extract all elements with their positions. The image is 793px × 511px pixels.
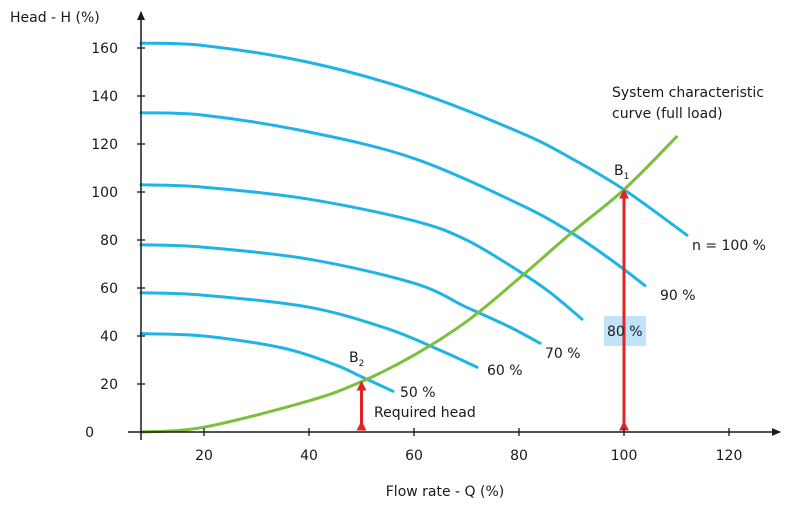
point-b1-subscript: 1 — [624, 172, 630, 182]
x-tick-label: 40 — [300, 448, 318, 464]
x-tick-label: 80 — [510, 448, 528, 464]
required-head-label: Required head — [374, 405, 476, 421]
x-tick-label: 100 — [611, 448, 638, 464]
series-label-90: 90 % — [660, 288, 696, 304]
series-label-50: 50 % — [400, 385, 436, 401]
y-tick-label: 100 — [91, 185, 118, 201]
y-tick-label: 40 — [100, 329, 118, 345]
y-tick-label: 60 — [100, 281, 118, 297]
pump-curve-100 — [139, 41, 689, 237]
pump-curve-80 — [139, 183, 584, 321]
pump-curve-70 — [139, 243, 542, 345]
y-tick-label: 20 — [100, 377, 118, 393]
arrows-group — [356, 188, 629, 431]
system-curve — [139, 135, 678, 434]
x-tick-label: 20 — [195, 448, 213, 464]
series-label-70: 70 % — [545, 346, 581, 362]
system-curve-label-line1: System characteristic — [612, 85, 764, 101]
point-b2-subscript: 2 — [359, 359, 365, 369]
pump-curve-50 — [139, 332, 395, 393]
system-curve-label-line2: curve (full load) — [612, 106, 723, 122]
x-tick-label: 60 — [405, 448, 423, 464]
point-b2-label: B2 — [349, 350, 364, 369]
pump-curve-60 — [139, 291, 479, 369]
y-tick-label: 140 — [91, 89, 118, 105]
pump-curve-90 — [139, 111, 647, 288]
series-label-80: 80 % — [607, 324, 643, 340]
curves-group — [139, 41, 689, 434]
y-tick-label: 160 — [91, 41, 118, 57]
series-label-60: 60 % — [487, 363, 523, 379]
point-b2-letter: B — [349, 350, 359, 366]
point-b1-label: B1 — [614, 163, 629, 182]
x-tick-label: 120 — [716, 448, 743, 464]
x-axis-title: Flow rate - Q (%) — [386, 484, 505, 500]
y-tick-label: 80 — [100, 233, 118, 249]
y-tick-label: 0 — [85, 425, 94, 441]
y-axis-title: Head - H (%) — [10, 10, 100, 26]
ticks-group: 20 40 60 80 100 120 0 20 40 60 80 100 120 140 160 — [85, 41, 742, 464]
series-label-100: n = 100 % — [692, 238, 766, 254]
y-tick-label: 120 — [91, 137, 118, 153]
point-b1-letter: B — [614, 163, 624, 179]
